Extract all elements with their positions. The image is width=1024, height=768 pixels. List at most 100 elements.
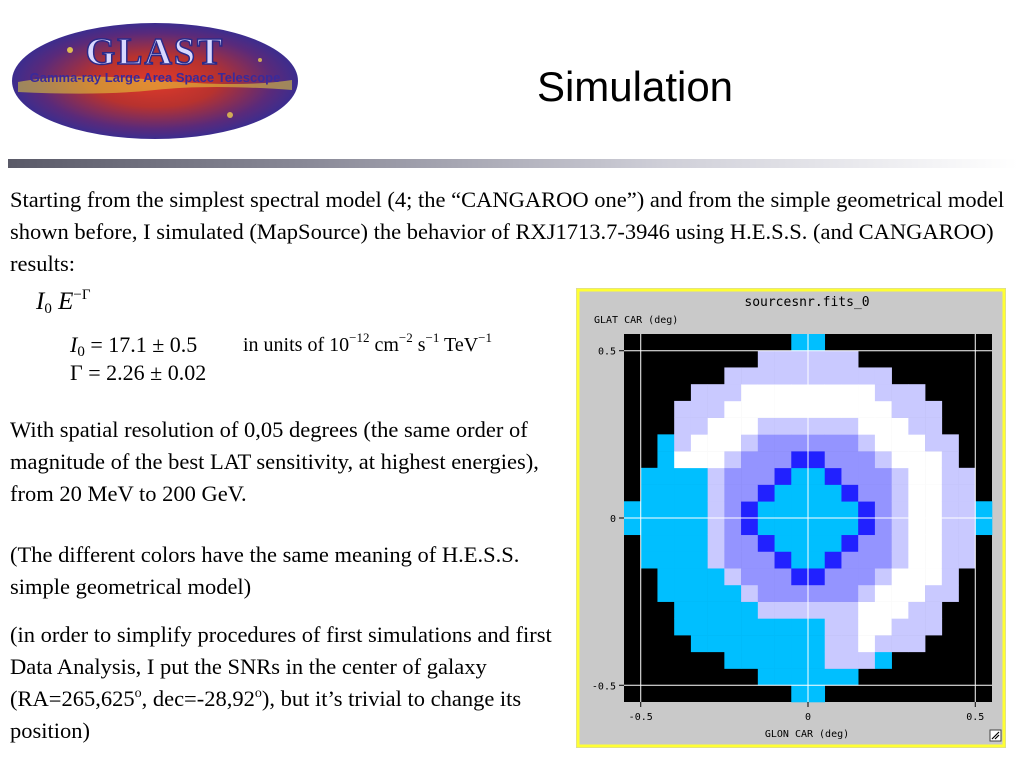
map-pixel — [741, 484, 759, 502]
map-pixel — [774, 635, 792, 653]
map-pixel — [774, 467, 792, 485]
map-pixel — [874, 635, 892, 653]
map-pixel — [707, 484, 725, 502]
map-pixel — [690, 518, 708, 536]
map-pixel — [724, 651, 742, 669]
map-pixel — [657, 467, 675, 485]
map-pixel — [707, 501, 725, 519]
map-pixel — [774, 417, 792, 435]
map-pixel — [824, 601, 842, 619]
map-pixel — [808, 551, 826, 569]
map-pixel — [757, 651, 775, 669]
map-pixel — [824, 518, 842, 536]
map-pixel — [640, 501, 658, 519]
map-pixel — [657, 551, 675, 569]
map-pixel — [724, 501, 742, 519]
map-pixel — [874, 367, 892, 385]
map-pixel — [741, 434, 759, 452]
map-pixel — [824, 434, 842, 452]
map-pixel — [741, 551, 759, 569]
map-pixel — [774, 518, 792, 536]
spectral-model-formula: I0 E−Γ — [36, 287, 91, 317]
map-pixel — [724, 484, 742, 502]
position-paragraph: (in order to simplify procedures of firs… — [10, 619, 570, 747]
map-pixel — [874, 384, 892, 402]
logo-subtitle: Gamma-ray Large Area Space Telescope — [30, 70, 281, 85]
map-pixel — [891, 551, 909, 569]
map-pixel — [891, 384, 909, 402]
map-pixel — [841, 651, 859, 669]
map-pixel — [841, 367, 859, 385]
map-pixel — [791, 584, 809, 602]
map-pixel — [741, 601, 759, 619]
map-pixel — [958, 518, 976, 536]
map-pixel — [874, 551, 892, 569]
map-pixel — [741, 651, 759, 669]
map-pixel — [791, 334, 809, 352]
map-pixel — [657, 518, 675, 536]
map-pixel — [908, 434, 926, 452]
map-pixel — [757, 584, 775, 602]
map-pixel — [891, 501, 909, 519]
resolution-paragraph: With spatial resolution of 0,05 degrees … — [10, 417, 539, 506]
map-pixel — [841, 400, 859, 418]
map-pixel — [674, 518, 692, 536]
map-pixel — [674, 551, 692, 569]
map-pixel — [824, 635, 842, 653]
map-pixel — [858, 484, 876, 502]
map-pixel — [674, 451, 692, 469]
map-pixel — [925, 518, 943, 536]
sky-map-window: sourcesnr.fits_0 GLAT CAR (deg) GLON CAR… — [576, 288, 1006, 748]
map-pixel — [958, 484, 976, 502]
map-pixel — [674, 568, 692, 586]
y-tick-label: 0.5 — [598, 347, 616, 358]
map-pixel — [690, 384, 708, 402]
map-pixel — [741, 451, 759, 469]
resize-grip-icon[interactable] — [989, 729, 1002, 742]
map-pixel — [941, 467, 959, 485]
map-pixel — [690, 501, 708, 519]
map-pixel — [774, 651, 792, 669]
map-pixel — [774, 400, 792, 418]
map-pixel — [858, 651, 876, 669]
flux-units: in units of 10−12 cm−2 s−1 TeV−1 — [243, 331, 492, 359]
map-pixel — [741, 518, 759, 536]
slide-title: Simulation — [536, 63, 734, 110]
units-exp3: −1 — [425, 330, 440, 345]
map-pixel — [757, 635, 775, 653]
map-pixel — [707, 384, 725, 402]
map-pixel — [791, 400, 809, 418]
map-pixel — [741, 417, 759, 435]
i0-value-row: I0 = 17.1 ± 0.5 — [70, 331, 206, 360]
units-exp2: −2 — [398, 330, 413, 345]
map-pixel — [874, 501, 892, 519]
map-pixel — [741, 534, 759, 552]
map-pixel — [690, 601, 708, 619]
map-pixel — [841, 518, 859, 536]
map-pixel — [774, 384, 792, 402]
map-pixel — [874, 518, 892, 536]
map-pixel — [808, 384, 826, 402]
map-pixel — [941, 451, 959, 469]
map-pixel — [808, 518, 826, 536]
map-pixel — [908, 584, 926, 602]
map-pixel — [791, 467, 809, 485]
map-pixel — [874, 618, 892, 636]
map-pixel — [791, 601, 809, 619]
map-pixel — [858, 551, 876, 569]
map-pixel — [824, 451, 842, 469]
units-cm: cm — [369, 334, 399, 356]
map-pixel — [741, 568, 759, 586]
map-pixel — [941, 501, 959, 519]
map-pixel — [824, 400, 842, 418]
title-divider — [8, 159, 1018, 168]
i0-symbol: I — [70, 332, 78, 357]
map-pixel — [808, 334, 826, 352]
units-s: s — [412, 334, 426, 356]
map-pixel — [724, 534, 742, 552]
map-pixel — [908, 484, 926, 502]
gamma-value-row: Γ = 2.26 ± 0.02 — [70, 360, 207, 385]
map-pixel — [774, 668, 792, 686]
map-pixel — [975, 518, 993, 536]
map-pixel — [891, 417, 909, 435]
